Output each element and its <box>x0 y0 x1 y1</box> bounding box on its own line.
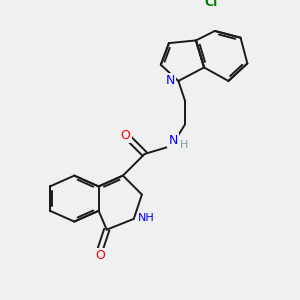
Text: N: N <box>168 134 178 147</box>
Text: NH: NH <box>138 212 154 223</box>
Text: Cl: Cl <box>204 0 218 9</box>
Text: N: N <box>166 74 175 88</box>
Text: O: O <box>121 129 130 142</box>
Text: O: O <box>95 249 105 262</box>
Text: H: H <box>180 140 188 149</box>
